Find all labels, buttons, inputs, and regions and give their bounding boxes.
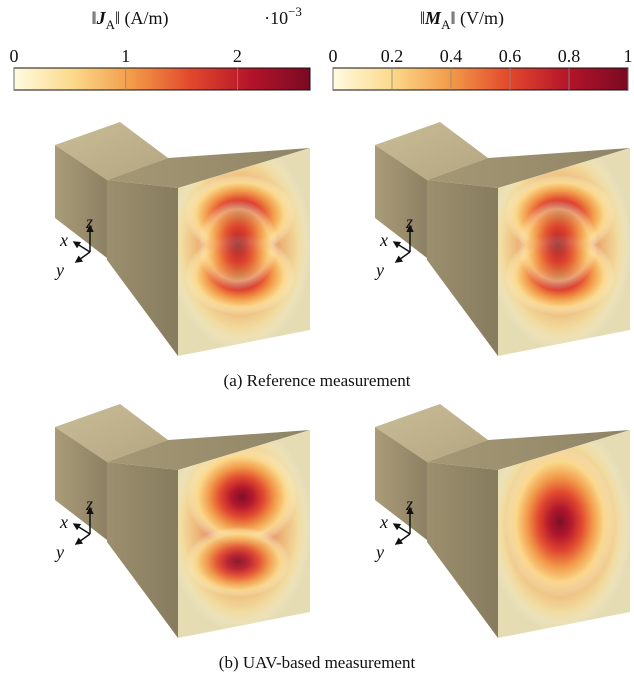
axis-label: y [54, 260, 64, 280]
axis-arrow [394, 524, 410, 534]
axis-label: x [59, 230, 68, 250]
axis-label: x [379, 512, 388, 532]
tick-label: 0.4 [440, 46, 463, 66]
caption: (b) UAV-based measurement [219, 653, 416, 672]
axis-label: y [374, 542, 384, 562]
figure: ‖JA‖ (A/m) ·10−3 0 1 2 ‖MA‖ (V/m) 0 0.2 0.4 0.6 0.… [0, 0, 634, 678]
colorbar-exponent: ·10−3 [264, 4, 302, 28]
axis-arrow [74, 242, 90, 252]
tick-label: 0.2 [381, 46, 404, 66]
tick-label: 0.8 [558, 46, 581, 66]
axis-label: x [59, 512, 68, 532]
horn-side [427, 180, 498, 356]
tick-label: 1 [624, 46, 633, 66]
label-part: M [424, 8, 442, 28]
axis-label: y [54, 542, 64, 562]
horn-side [107, 180, 178, 356]
axis-arrow [74, 524, 90, 534]
caption: (a) Reference measurement [224, 371, 411, 390]
colorbar [333, 68, 628, 90]
colorbar-label: ‖MA‖ (V/m) [420, 8, 504, 32]
exp-power: −3 [288, 4, 302, 19]
label-part: ‖ (V/m) [450, 8, 504, 29]
colorbar-label: ‖JA‖ (A/m) [92, 8, 169, 32]
field-lobe [198, 200, 278, 290]
axis-arrow [76, 252, 90, 262]
axis-label: z [85, 494, 93, 514]
axis-label: y [374, 260, 384, 280]
axis-label: z [405, 212, 413, 232]
colorbar [14, 68, 310, 90]
axis-arrow [76, 534, 90, 544]
tick-label: 0.6 [499, 46, 522, 66]
tick-label: 0 [10, 46, 19, 66]
horn-side [427, 462, 498, 638]
axis-label: x [379, 230, 388, 250]
axis-label: z [85, 212, 93, 232]
tick-label: 2 [233, 46, 242, 66]
axis-arrow [396, 252, 410, 262]
field-lobe [518, 200, 598, 290]
exp-base: ·10 [264, 8, 288, 28]
tick-label: 0 [329, 46, 338, 66]
horn-side [107, 462, 178, 638]
tick-label: 1 [121, 46, 130, 66]
axis-arrow [396, 534, 410, 544]
axis-arrow [394, 242, 410, 252]
field-lobe [186, 527, 290, 597]
axis-label: z [405, 494, 413, 514]
label-part: ‖ (A/m) [115, 8, 169, 29]
field-lobe [505, 447, 615, 597]
